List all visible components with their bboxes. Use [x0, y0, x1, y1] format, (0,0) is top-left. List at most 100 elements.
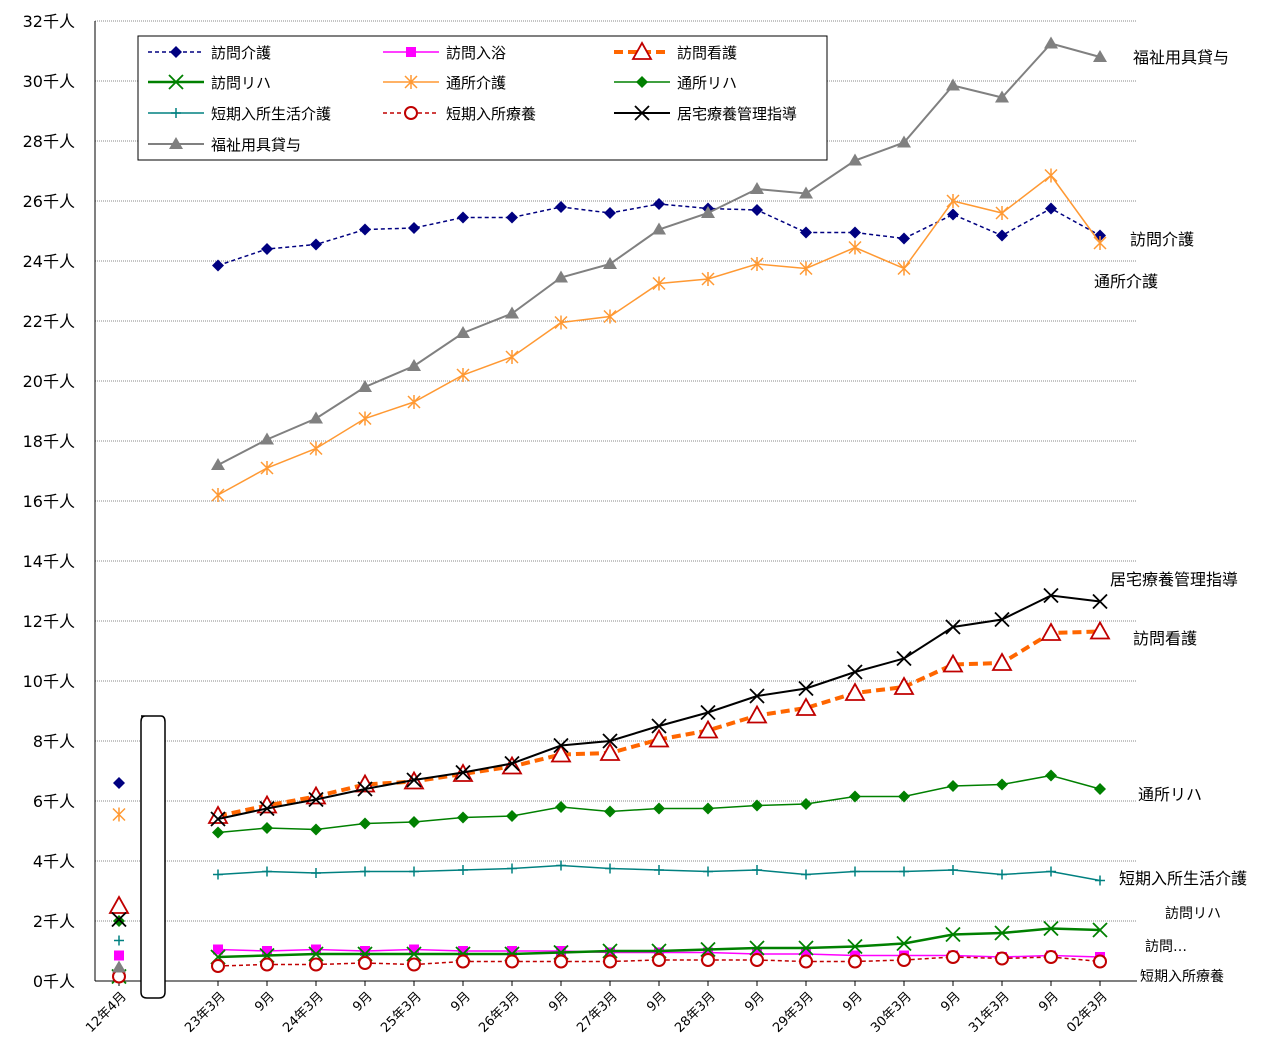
data-point [654, 865, 664, 875]
x-tick-label: 9月 [938, 989, 964, 1015]
data-point [798, 680, 814, 697]
legend-marker [404, 106, 418, 120]
data-point [262, 866, 272, 877]
data-point [458, 865, 468, 875]
data-point [701, 206, 715, 218]
data-point [1044, 950, 1058, 964]
y-tick-label: 6千人 [33, 792, 75, 811]
data-point [996, 778, 1008, 791]
data-point [309, 441, 323, 456]
data-point [995, 951, 1009, 966]
data-point [946, 78, 960, 91]
data-point [996, 229, 1008, 242]
y-tick-label: 24千人 [23, 252, 75, 271]
x-tick-label: 23年3月 [182, 989, 229, 1036]
data-point [455, 764, 471, 781]
y-tick-label: 20千人 [23, 372, 75, 391]
legend-marker [404, 75, 418, 89]
data-point [1045, 769, 1057, 782]
legend-marker [170, 46, 182, 58]
y-tick-label: 32千人 [23, 12, 75, 31]
data-point [458, 946, 468, 956]
x-tick-label: 9月 [448, 989, 474, 1015]
legend-entry: 訪問介護 [148, 44, 271, 62]
x-tick-label: 9月 [644, 989, 670, 1015]
series-3 [111, 920, 1108, 985]
series-end-label: 通所介護 [1094, 272, 1158, 291]
data-point [1094, 783, 1106, 795]
data-point [602, 943, 618, 959]
data-point [261, 822, 273, 834]
data-point [750, 182, 764, 194]
y-tick-label: 0千人 [33, 972, 75, 991]
legend-label: 訪問介護 [211, 44, 271, 62]
baseline-point [111, 911, 127, 928]
data-point [505, 306, 519, 319]
data-point [942, 653, 964, 673]
legend-marker [631, 41, 653, 60]
data-point [554, 954, 568, 969]
y-tick-label: 22千人 [23, 312, 75, 331]
legend-entry: 訪問入浴 [383, 44, 506, 62]
data-point [947, 208, 959, 221]
data-point [751, 204, 763, 216]
data-point [795, 697, 817, 716]
y-tick-label: 28千人 [23, 132, 75, 151]
data-point [556, 946, 566, 956]
data-point [358, 956, 372, 970]
x-tick-label: 25年3月 [378, 989, 425, 1036]
axis-break-bracket [140, 715, 166, 999]
data-point [801, 949, 811, 959]
data-point [700, 704, 716, 721]
y-tick-label: 4千人 [33, 852, 75, 871]
data-point [651, 718, 667, 734]
data-point [408, 816, 420, 828]
series-end-label: 短期入所生活介護 [1119, 869, 1247, 888]
data-point [507, 946, 517, 956]
plot-area [108, 36, 1111, 985]
series-end-label: 訪問介護 [1130, 230, 1194, 249]
data-point [799, 261, 813, 276]
data-point [947, 780, 959, 792]
data-point [506, 211, 518, 224]
data-point [703, 947, 713, 958]
x-tick-label: 28年3月 [672, 989, 719, 1036]
data-point [555, 801, 567, 813]
data-point [1095, 875, 1105, 886]
y-axis: 0千人 2千人 4千人 6千人 8千人 10千人 12千人 14千人 16千人 18千人 20千人 2… [23, 12, 96, 991]
data-point [1044, 36, 1058, 49]
x-tick-label: 31年3月 [966, 989, 1013, 1036]
data-point [653, 198, 665, 210]
data-point [702, 802, 714, 815]
legend-entry: 通所リハ [614, 74, 737, 92]
data-point [210, 811, 226, 827]
legend-entry: 短期入所療養 [383, 105, 536, 123]
data-point [599, 742, 621, 761]
y-tick-label: 16千人 [23, 492, 75, 511]
data-point [261, 243, 273, 255]
series-end-label: 居宅療養管理指導 [1110, 570, 1238, 589]
legend-marker [168, 74, 184, 90]
data-point [800, 226, 812, 239]
data-point [801, 869, 811, 880]
data-point [360, 866, 370, 877]
series-5 [113, 769, 1106, 927]
y-tick-label: 12千人 [23, 612, 75, 631]
data-point [310, 823, 322, 836]
data-point [997, 869, 1007, 880]
data-point [260, 432, 274, 445]
legend-label: 短期入所療養 [446, 105, 536, 123]
data-point [799, 954, 813, 969]
data-point [407, 957, 421, 972]
data-point [212, 259, 224, 272]
data-point [701, 953, 715, 967]
series-end-label: 通所リハ [1138, 785, 1202, 804]
data-point [1089, 620, 1111, 640]
x-tick-label: 26年3月 [476, 989, 523, 1036]
baseline-point [113, 915, 125, 927]
data-point [457, 811, 469, 824]
data-point [1044, 168, 1058, 183]
gridlines [95, 20, 1137, 922]
